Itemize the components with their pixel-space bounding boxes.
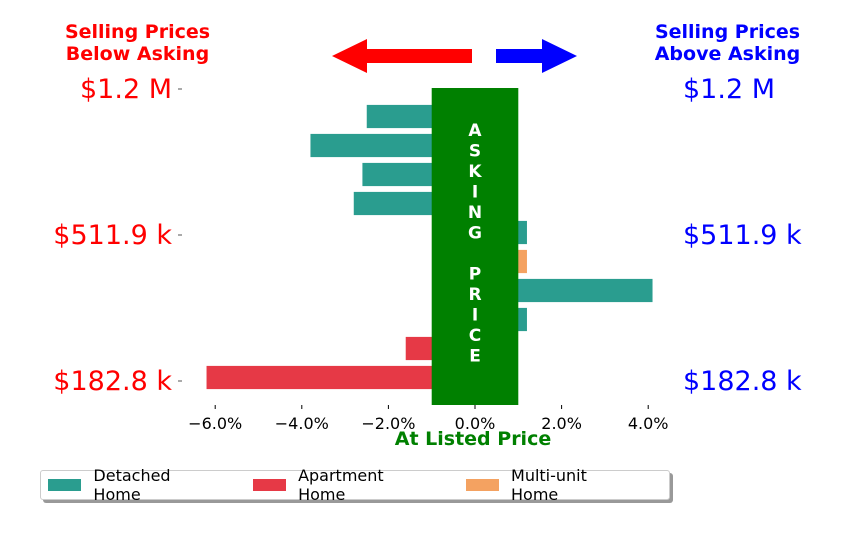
band-letter-9: R — [468, 285, 481, 305]
band-letter-3: K — [468, 162, 482, 182]
legend-item-detached: Detached Home — [48, 466, 221, 504]
x-tick-label-5: 2.0% — [541, 414, 582, 433]
asking-price-band — [431, 88, 519, 405]
header-above-line-2: Above Asking — [654, 43, 801, 65]
y-label-right-3: $182.8 k — [683, 366, 802, 397]
header-above-asking: Selling Prices Above Asking — [630, 21, 825, 65]
band-letter-2: S — [469, 142, 481, 162]
header-above-line-1: Selling Prices — [654, 21, 801, 43]
header-below-line-2: Below Asking — [65, 43, 210, 65]
x-tick-label-1: −6.0% — [188, 414, 242, 433]
y-label-left-2: $511.9 k — [53, 220, 172, 251]
x-axis-label: At Listed Price — [395, 428, 551, 450]
y-label-left-3: $182.8 k — [53, 366, 172, 397]
header-below-line-1: Selling Prices — [64, 21, 211, 43]
legend-item-multi-unit: Multi-unit Home — [465, 466, 637, 504]
legend-swatch-detached — [48, 479, 82, 491]
y-label-right-2: $511.9 k — [683, 220, 802, 251]
y-label-left-1: $1.2 M — [80, 74, 172, 105]
band-letter-1: A — [468, 121, 482, 141]
legend-swatch-multi-unit — [465, 479, 500, 491]
band-letter-8: P — [469, 265, 481, 285]
band-letter-11: C — [469, 326, 481, 346]
legend-label-multi-unit: Multi-unit Home — [511, 466, 587, 504]
legend-label-apartment: Apartment Home — [298, 466, 384, 504]
band-letter-6: G — [468, 224, 482, 244]
x-tick-label-6: 4.0% — [628, 414, 669, 433]
arrow-right-icon — [496, 39, 577, 73]
band-letter-10: I — [472, 306, 478, 326]
legend-item-apartment: Apartment Home — [252, 466, 434, 504]
x-tick-label-2: −4.0% — [275, 414, 329, 433]
legend: Detached Home Apartment Home Multi-unit … — [40, 466, 670, 504]
y-label-right-1: $1.2 M — [683, 74, 775, 105]
arrow-left-icon — [332, 39, 472, 73]
legend-label-detached: Detached Home — [93, 466, 171, 504]
band-letter-12: E — [469, 347, 481, 367]
header-below-asking: Selling Prices Below Asking — [40, 21, 235, 65]
bar-10 — [206, 365, 476, 390]
x-tick-label-4: 0.0% — [455, 414, 496, 433]
legend-swatch-apartment — [252, 479, 287, 491]
band-letter-4: I — [472, 183, 478, 203]
band-letter-5: N — [468, 203, 482, 223]
x-tick-label-3: −2.0% — [361, 414, 415, 433]
bar-7 — [475, 278, 653, 303]
